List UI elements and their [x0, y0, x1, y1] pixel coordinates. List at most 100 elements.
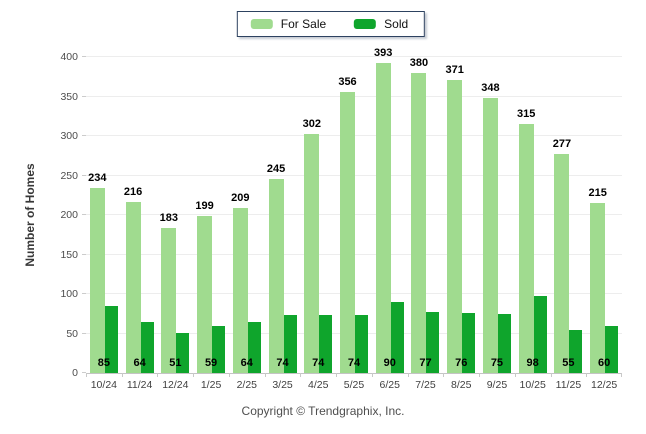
bar-group-9/25: 348 75 9/25: [479, 57, 515, 391]
bar-group-1/25: 199 59 1/25: [193, 57, 229, 391]
bar-for-sale: [89, 188, 105, 373]
bar-group-2/25: 209 64 2/25: [228, 57, 265, 391]
for-sale-value-label: 234: [88, 172, 107, 185]
sold-value-label: 74: [347, 357, 361, 369]
bar-pair: [232, 207, 261, 373]
bar-pair: [375, 62, 404, 373]
bar-group-12/25: 215 60 12/25: [586, 57, 623, 391]
x-axis-tick: [121, 373, 123, 377]
for-sale-value-label: 183: [159, 212, 179, 225]
y-axis-tick: [82, 253, 86, 255]
y-axis-tick: [82, 135, 86, 136]
y-axis-tick: [82, 214, 86, 215]
x-axis-label: 2/25: [236, 379, 258, 391]
y-axis-tick-label: 200: [60, 209, 78, 221]
x-axis-label: 8/25: [450, 379, 472, 391]
x-axis-tick: [479, 373, 481, 377]
bar-group-12/24: 183 51 12/24: [157, 57, 193, 391]
x-axis-label: 12/25: [591, 379, 618, 391]
x-axis-label: 4/25: [308, 379, 329, 391]
bar-for-sale: [482, 98, 498, 373]
x-axis-tick: [336, 373, 338, 377]
sold-value-label: 51: [169, 357, 182, 369]
y-axis-tick-label: 400: [60, 51, 78, 63]
sold-value-label: 74: [276, 357, 289, 369]
sold-value-label: 77: [419, 357, 432, 369]
bar-pair: [125, 202, 154, 373]
bar-for-sale: [197, 215, 213, 373]
x-axis-label: 6/25: [379, 379, 400, 391]
sold-value-label: 90: [383, 357, 396, 369]
bar-sold: [104, 305, 118, 373]
bar-group-6/25: 393 90 6/25: [371, 47, 408, 391]
bar-for-sale: [411, 72, 427, 373]
bar-sold: [140, 322, 154, 373]
bar-for-sale: [375, 62, 391, 373]
x-axis-label: 11/25: [555, 379, 582, 391]
y-axis-tick: [82, 56, 86, 57]
for-sale-value-label: 380: [409, 56, 429, 69]
bar-groups: 234 85 10/24 216 64 11/24 183 51 12/24 199 59 1/25 2…: [86, 47, 623, 391]
bar-group-8/25: 371 76 8/25: [443, 57, 479, 391]
y-axis-tick: [82, 95, 86, 97]
x-axis-label: 12/24: [162, 379, 189, 391]
bar-pair: [447, 79, 476, 373]
x-axis-tick: [264, 373, 266, 377]
y-axis-tick-label: 250: [60, 169, 78, 182]
y-axis-tick: [82, 174, 86, 176]
x-axis-tick: [407, 373, 409, 377]
sold-value-label: 59: [204, 357, 218, 369]
bar-sold: [176, 332, 190, 373]
bar-sold: [605, 325, 619, 373]
bar-group-10/25: 315 98 10/25: [514, 57, 551, 391]
x-axis-label: 7/25: [415, 379, 436, 391]
bar-pair: [482, 98, 511, 373]
x-axis-label: 1/25: [200, 379, 222, 391]
bar-for-sale: [554, 154, 570, 373]
x-axis-label: 11/24: [126, 379, 153, 391]
y-axis-tick-label: 350: [60, 90, 78, 103]
bar-pair: [161, 228, 190, 373]
bar-group-5/25: 356 74 5/25: [336, 57, 372, 391]
x-axis-label: 10/24: [90, 379, 117, 391]
bar-pair: [518, 124, 547, 373]
bar-for-sale: [304, 134, 320, 373]
x-axis-label: 3/25: [272, 379, 293, 391]
x-axis-tick: [300, 373, 302, 377]
x-axis-tick: [193, 373, 195, 377]
for-sale-value-label: 371: [445, 63, 464, 76]
for-sale-value-label: 302: [302, 118, 321, 131]
legend-item-for-sale[interactable]: For Sale: [250, 17, 326, 31]
bar-pair: [411, 72, 440, 373]
bar-sold: [497, 313, 511, 373]
x-axis-label: 9/25: [486, 379, 508, 391]
bar-for-sale: [232, 207, 248, 373]
copyright-text: Copyright © Trendgraphix, Inc.: [241, 404, 405, 418]
bar-pair: [340, 91, 368, 373]
bar-sold: [319, 314, 333, 373]
y-axis-tick-label: 300: [60, 130, 78, 142]
for-sale-value-label: 356: [338, 75, 357, 88]
sold-value-label: 64: [133, 357, 146, 369]
sold-value-label: 55: [562, 357, 575, 369]
x-axis-tick: [157, 373, 159, 377]
sold-value-label: 75: [490, 357, 504, 369]
for-sale-value-label: 215: [588, 187, 607, 200]
legend-item-sold[interactable]: Sold: [354, 17, 408, 31]
bar-for-sale: [447, 79, 463, 373]
y-axis-tick-label: 0: [72, 367, 78, 379]
y-axis-tick-label: 150: [60, 248, 78, 261]
for-sale-value-label: 277: [552, 138, 572, 151]
x-axis-tick: [443, 373, 445, 377]
gridline: [86, 56, 622, 57]
plot-area: 0 50 100 150 200 250 300 350 400 234 85 10/24 216 64 1…: [60, 47, 623, 391]
bar-sold: [569, 329, 583, 373]
for-sale-value-label: 348: [481, 82, 500, 95]
sold-value-label: 64: [240, 357, 253, 369]
bar-sold: [283, 314, 297, 373]
bar-group-3/25: 245 74 3/25: [264, 57, 301, 391]
bar-for-sale: [125, 202, 141, 373]
bar-for-sale: [590, 203, 606, 373]
legend: For Sale Sold: [236, 11, 426, 37]
